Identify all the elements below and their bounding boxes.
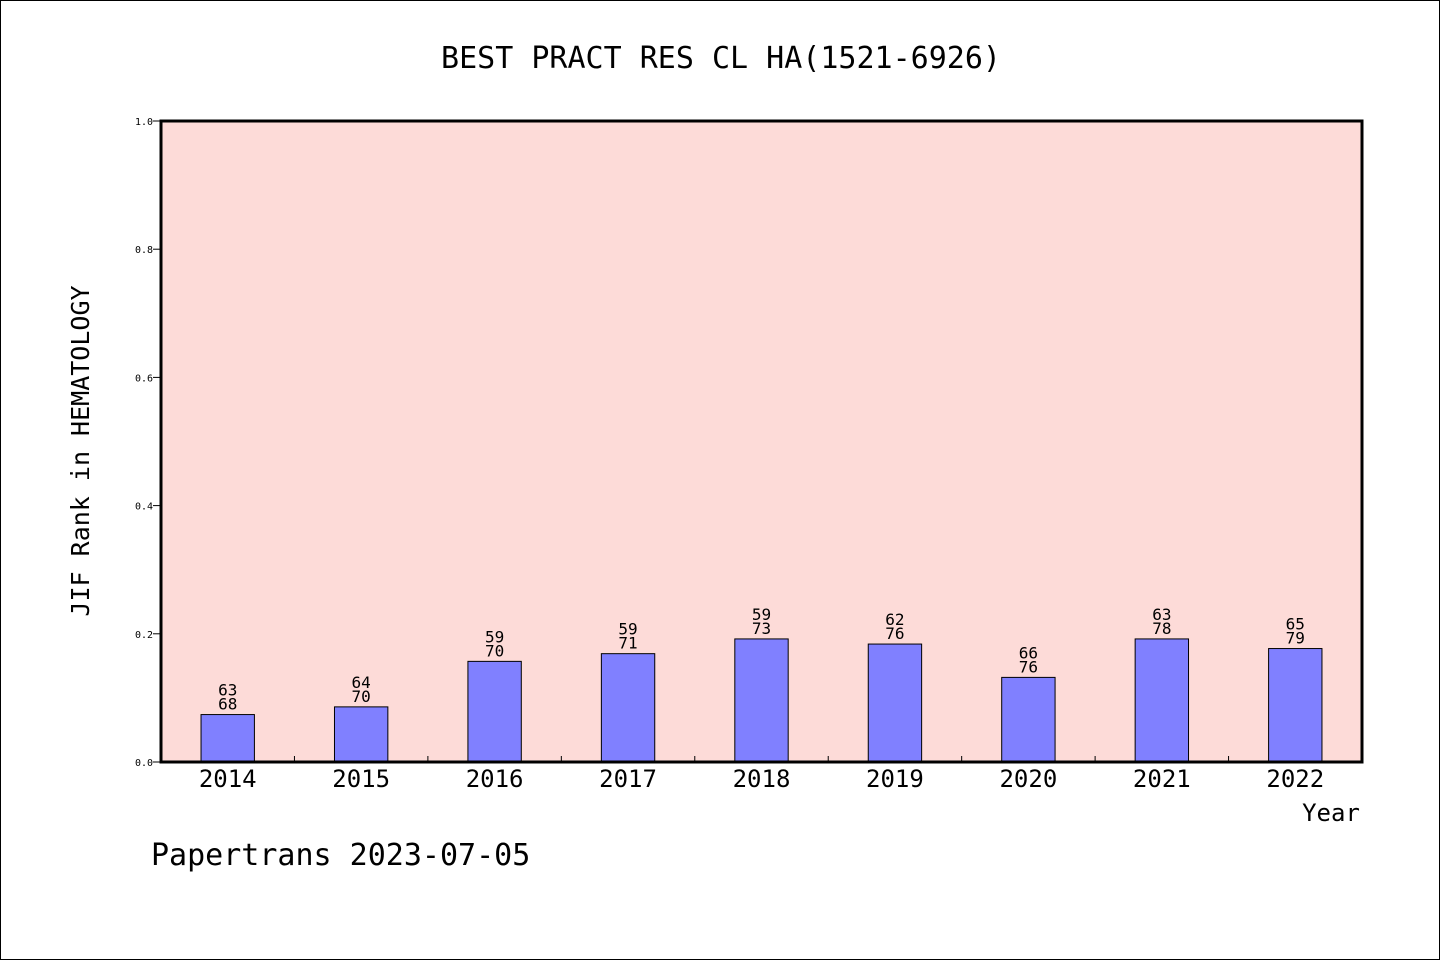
footer-credit: Papertrans 2023-07-05	[151, 838, 530, 873]
y-tick-label: 0.4	[135, 502, 153, 513]
bar-rank-label: 65	[1286, 615, 1305, 634]
bar-rank-label: 66	[1019, 643, 1038, 662]
bar-total-label: 78	[1152, 619, 1171, 638]
bar-total-label: 79	[1286, 629, 1305, 648]
bar-rank-label: 64	[352, 673, 371, 692]
bar	[600, 653, 656, 763]
bar-total-label: 70	[352, 687, 371, 706]
chart-title: BEST PRACT RES CL HA(1521-6926)	[441, 41, 1001, 76]
bar	[1268, 648, 1323, 763]
bar	[734, 638, 789, 763]
y-axis-label: JIF Rank in HEMATOLOGY	[66, 285, 95, 616]
bar-rank-label: 63	[1152, 605, 1171, 624]
bar-total-label: 68	[218, 695, 237, 714]
x-tick-label: 2019	[866, 765, 924, 793]
x-tick-label: 2015	[332, 765, 390, 793]
y-tick-label: 1.0	[135, 117, 153, 128]
x-tick-label: 2017	[599, 765, 657, 793]
bar-total-label: 73	[752, 619, 771, 638]
y-axis: 0.0 0.2 0.4 0.6 0.8 1.0	[135, 117, 161, 769]
bar-total-label: 76	[885, 624, 904, 643]
bar	[1134, 638, 1190, 763]
x-tick-label: 2022	[1266, 765, 1324, 793]
x-tick-label: 2020	[999, 765, 1057, 793]
bar-rank-label: 62	[885, 610, 904, 629]
y-tick-label: 0.2	[135, 630, 153, 641]
x-tick-label: 2021	[1133, 765, 1191, 793]
x-tick-label: 2014	[199, 765, 257, 793]
bar	[200, 714, 255, 763]
x-tick-label: 2018	[733, 765, 791, 793]
x-axis: 2014 2015 2016 2017 2018 2019 2020 2021 2022	[199, 756, 1324, 793]
bar	[333, 706, 389, 763]
bar	[867, 643, 923, 763]
bar-total-label: 76	[1019, 657, 1038, 676]
plot-border	[159, 119, 1364, 764]
bar	[1001, 676, 1056, 763]
bar-total-label: 70	[485, 641, 504, 660]
y-tick-label: 0.6	[135, 373, 153, 384]
y-tick-label: 0.0	[135, 758, 153, 769]
bar-rank-label: 59	[485, 627, 504, 646]
y-tick-label: 0.8	[135, 245, 153, 256]
bar-rank-label: 63	[218, 681, 237, 700]
x-axis-label: Year	[1302, 799, 1360, 827]
bar-rank-label: 59	[752, 605, 771, 624]
bar-rank-label: 59	[618, 620, 637, 639]
x-tick-label: 2016	[466, 765, 524, 793]
bar-total-label: 71	[618, 634, 637, 653]
bar	[467, 660, 522, 763]
